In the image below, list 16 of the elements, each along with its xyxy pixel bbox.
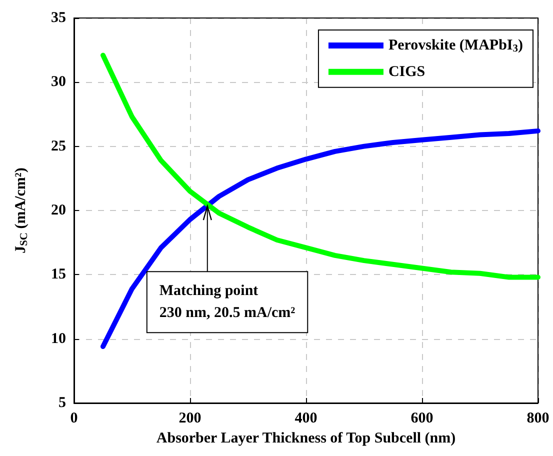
x-tick-label: 0 bbox=[70, 410, 78, 426]
y-tick-label: 30 bbox=[51, 74, 66, 90]
legend-label: CIGS bbox=[388, 64, 426, 80]
y-tick-label: 5 bbox=[58, 395, 66, 411]
y-axis-title: JSC (mA/cm²) bbox=[13, 168, 30, 254]
y-tick-label: 15 bbox=[51, 266, 66, 283]
y-tick-label: 10 bbox=[51, 330, 66, 347]
y-tick-label: 35 bbox=[51, 10, 66, 26]
x-tick-label: 400 bbox=[294, 410, 318, 426]
x-tick-label: 600 bbox=[410, 410, 434, 426]
x-tick-label: 800 bbox=[526, 410, 550, 426]
annotation: Matching point 230 nm, 20.5 mA/cm² bbox=[159, 283, 296, 322]
x-axis-title: Absorber Layer Thickness of Top Subcell (nm) bbox=[156, 430, 456, 446]
y-tick-label: 25 bbox=[51, 138, 66, 154]
x-tick-label: 200 bbox=[178, 410, 202, 426]
y-tick-label: 20 bbox=[51, 202, 66, 218]
